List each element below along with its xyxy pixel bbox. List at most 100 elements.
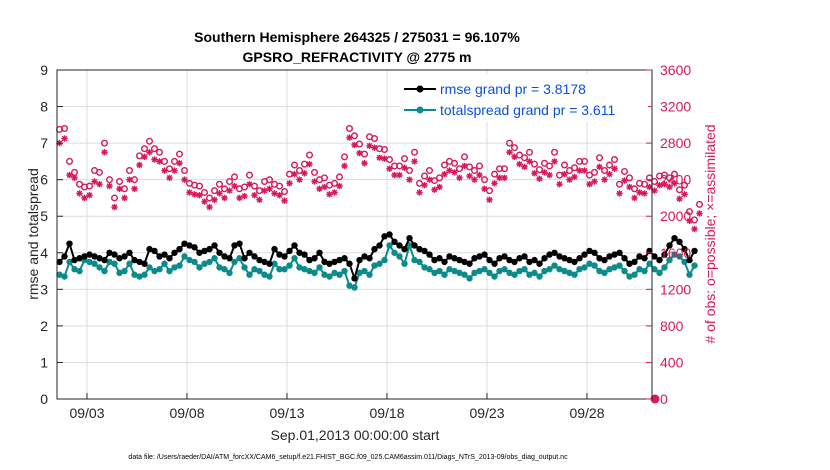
totalspread-point: [451, 267, 458, 275]
y-axis-ticks: 0 1 2 3 4 5 6 7 8 9: [40, 62, 63, 407]
totalspread-point: [536, 273, 543, 280]
assimilated-obs-point: [316, 185, 323, 193]
totalspread-point: [661, 264, 668, 271]
totalspread-point: [691, 262, 698, 269]
totalspread-point: [461, 271, 468, 278]
assimilated-obs-point: [361, 160, 368, 167]
rmse-point: [641, 255, 648, 262]
assimilated-obs-point: [371, 144, 378, 151]
x-tick-label: 09/23: [469, 405, 504, 421]
possible-obs-point: [105, 176, 113, 184]
assimilated-obs-point: [106, 182, 113, 190]
assimilated-obs-point: [71, 174, 78, 182]
rmse-point: [341, 255, 348, 262]
assimilated-obs-point: [86, 192, 93, 199]
rmse-point: [441, 258, 448, 266]
legend-box: [400, 74, 648, 122]
rmse-point: [76, 255, 83, 262]
rmse-point: [96, 255, 103, 262]
rmse-point: [151, 247, 158, 255]
totalspread-point: [71, 266, 78, 273]
assimilated-obs-point: [66, 171, 73, 179]
possible-obs-point: [140, 145, 148, 153]
assimilated-obs-point: [681, 191, 688, 198]
totalspread-point: [416, 258, 423, 266]
assimilated-obs-point: [121, 194, 128, 202]
possible-obs-point: [291, 161, 299, 169]
rmse-point: [191, 244, 198, 251]
totalspread-point: [581, 264, 588, 271]
assimilated-obs-point: [551, 158, 558, 165]
assimilated-obs-point: [466, 172, 473, 180]
totalspread-point: [501, 266, 508, 273]
rmse-point: [256, 256, 263, 264]
assimilated-obs-point: [696, 210, 703, 217]
y-tick-label: 8: [40, 99, 48, 115]
assimilated-obs-point: [126, 176, 133, 183]
totalspread-point: [396, 253, 403, 260]
totalspread-point: [321, 271, 328, 278]
possible-obs-point: [461, 153, 469, 161]
rmse-point: [356, 256, 363, 264]
assimilated-obs-point: [181, 176, 188, 183]
assimilated-obs-point: [536, 175, 543, 182]
assimilated-obs-point: [476, 171, 483, 179]
possible-obs-point: [311, 168, 319, 176]
possible-obs-point: [200, 188, 208, 196]
assimilated-obs-point: [546, 171, 553, 179]
assimilated-obs-point: [281, 197, 288, 204]
possible-obs-point: [581, 157, 589, 165]
totalspread-point: [211, 255, 218, 262]
rmse-point: [246, 249, 253, 256]
totalspread-point: [426, 266, 433, 273]
totalspread-point: [421, 264, 428, 271]
assimilated-obs-point: [171, 167, 178, 174]
rmse-point: [371, 245, 378, 253]
totalspread-point: [346, 282, 353, 289]
assimilated-obs-point: [606, 170, 613, 178]
y-axis-label: rmse and totalspread: [25, 168, 41, 300]
possible-obs-point: [95, 168, 103, 176]
totalspread-point: [631, 271, 638, 278]
rmse-point: [396, 242, 403, 249]
possible-obs-point: [441, 161, 449, 169]
assimilated-obs-point: [611, 165, 618, 172]
rmse-point: [596, 255, 603, 262]
totalspread-point: [201, 260, 208, 267]
possible-obs-point: [566, 167, 574, 175]
rmse-point: [111, 251, 118, 258]
y-tick-label: 4: [40, 245, 48, 261]
totalspread-point: [526, 271, 533, 278]
rmse-point: [141, 260, 148, 267]
assimilated-obs-point: [301, 170, 308, 177]
assimilated-obs-point: [211, 196, 218, 203]
possible-obs-point: [266, 176, 274, 184]
possible-obs-point: [506, 139, 514, 147]
possible-obs-point: [210, 187, 218, 195]
y-tick-label: 2: [40, 318, 48, 334]
totalspread-point: [331, 269, 338, 277]
possible-obs-point: [155, 148, 163, 156]
assimilated-obs-point: [186, 189, 193, 196]
y-tick-label: 6: [40, 172, 48, 188]
rmse-point: [631, 258, 638, 266]
possible-obs-point: [331, 179, 339, 187]
totalspread-point: [76, 267, 83, 275]
rmse-point: [616, 249, 623, 256]
rmse-point: [376, 242, 383, 249]
rmse-point: [566, 256, 573, 264]
assimilated-obs-point: [356, 149, 363, 157]
assimilated-obs-point: [131, 185, 138, 193]
assimilated-obs-point: [676, 195, 683, 203]
totalspread-point: [486, 269, 493, 277]
totalspread-point: [591, 262, 598, 269]
assimilated-obs-point: [431, 186, 438, 193]
rmse-point: [161, 251, 168, 258]
assimilated-obs-point: [486, 196, 493, 203]
rmse-point: [196, 249, 203, 256]
assimilated-obs-point: [386, 165, 393, 172]
rmse-point: [226, 255, 233, 262]
y2-tick-label: 2000: [660, 208, 691, 224]
possible-obs-point: [681, 181, 689, 189]
rmse-point: [101, 256, 108, 264]
